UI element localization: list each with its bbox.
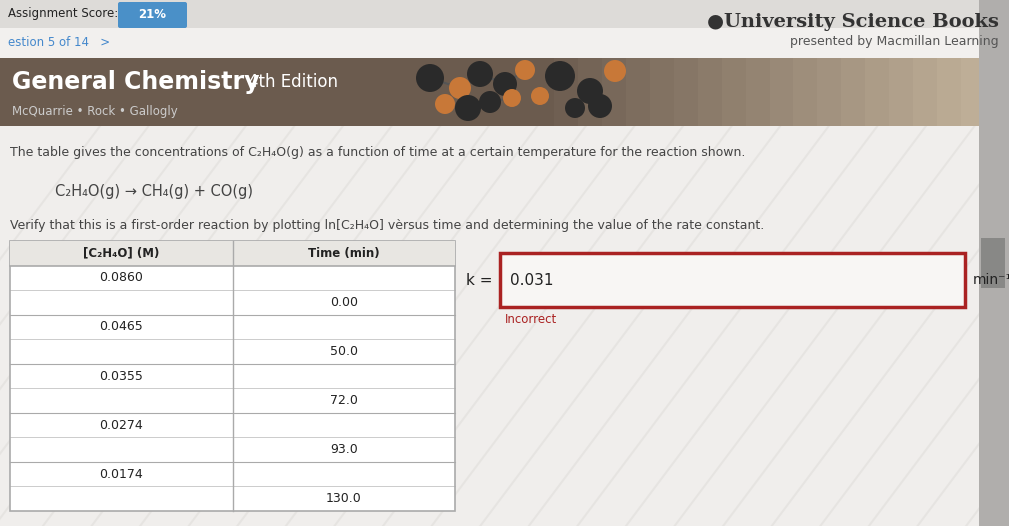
Text: 0.0274: 0.0274 [99, 419, 143, 432]
Circle shape [588, 94, 612, 118]
Text: [C₂H₄O] (M): [C₂H₄O] (M) [83, 247, 159, 260]
Bar [0, 126, 1009, 526]
Bar [10, 241, 455, 266]
Bar [0, 58, 530, 126]
Text: Time (min): Time (min) [308, 247, 379, 260]
Bar [578, 58, 601, 126]
Circle shape [531, 87, 549, 105]
Text: 50.0: 50.0 [330, 345, 358, 358]
Circle shape [577, 78, 603, 104]
Text: min⁻¹: min⁻¹ [973, 274, 1009, 287]
Text: McQuarrie • Rock • Gallogly: McQuarrie • Rock • Gallogly [12, 105, 178, 117]
Bar [530, 58, 554, 126]
Text: Assignment Score:: Assignment Score: [8, 7, 118, 21]
Circle shape [455, 95, 481, 121]
Text: 0.031: 0.031 [510, 273, 554, 288]
Circle shape [604, 60, 626, 82]
Bar [697, 58, 721, 126]
Text: 0.0465: 0.0465 [99, 320, 143, 333]
Text: The table gives the concentrations of C₂H₄O(g) as a function of time at a certai: The table gives the concentrations of C₂… [10, 146, 746, 159]
Text: 0.0174: 0.0174 [99, 468, 143, 481]
Circle shape [565, 98, 585, 118]
Bar [0, 0, 1009, 28]
Bar [913, 58, 937, 126]
Circle shape [435, 94, 455, 114]
Circle shape [515, 60, 535, 80]
Text: General Chemistry: General Chemistry [12, 70, 259, 94]
Text: 0.0355: 0.0355 [99, 369, 143, 382]
Bar [842, 58, 866, 126]
Circle shape [503, 89, 521, 107]
Text: estion 5 of 14   >: estion 5 of 14 > [8, 36, 110, 49]
Bar [601, 58, 626, 126]
Text: 93.0: 93.0 [330, 443, 357, 456]
Circle shape [479, 91, 501, 113]
Bar [817, 58, 842, 126]
Bar [721, 58, 746, 126]
Text: 0.0860: 0.0860 [99, 271, 143, 285]
Bar [981, 238, 1005, 288]
Circle shape [467, 61, 493, 87]
Bar [889, 58, 913, 126]
Bar [650, 58, 674, 126]
Circle shape [545, 61, 575, 91]
Bar [626, 58, 650, 126]
Bar [746, 58, 770, 126]
Circle shape [493, 72, 517, 96]
Text: 0.00: 0.00 [330, 296, 358, 309]
Bar [962, 58, 985, 126]
Text: 72.0: 72.0 [330, 394, 357, 407]
Bar [937, 58, 962, 126]
Text: 4th Edition: 4th Edition [248, 73, 338, 91]
Bar [500, 254, 965, 307]
Text: Verify that this is a first-order reaction by plotting ln[C₂H₄O] vèrsus time and: Verify that this is a first-order reacti… [10, 219, 764, 232]
Bar [793, 58, 817, 126]
Text: presented by Macmillan Learning: presented by Macmillan Learning [790, 35, 999, 48]
Text: 21%: 21% [138, 8, 166, 22]
Bar [985, 58, 1009, 126]
Bar [10, 241, 455, 511]
Bar [866, 58, 889, 126]
Text: Incorrect: Incorrect [504, 313, 557, 326]
Bar [979, 0, 1009, 526]
Text: C₂H₄O(g) → CH₄(g) + CO(g): C₂H₄O(g) → CH₄(g) + CO(g) [55, 184, 253, 199]
Circle shape [416, 64, 444, 92]
Text: ●University Science Books: ●University Science Books [707, 13, 999, 31]
Bar [554, 58, 578, 126]
Text: k =: k = [465, 273, 492, 288]
Bar [674, 58, 697, 126]
Bar [770, 58, 793, 126]
Text: 130.0: 130.0 [326, 492, 361, 505]
Bar [0, 28, 1009, 58]
FancyBboxPatch shape [118, 2, 187, 28]
Circle shape [449, 77, 471, 99]
